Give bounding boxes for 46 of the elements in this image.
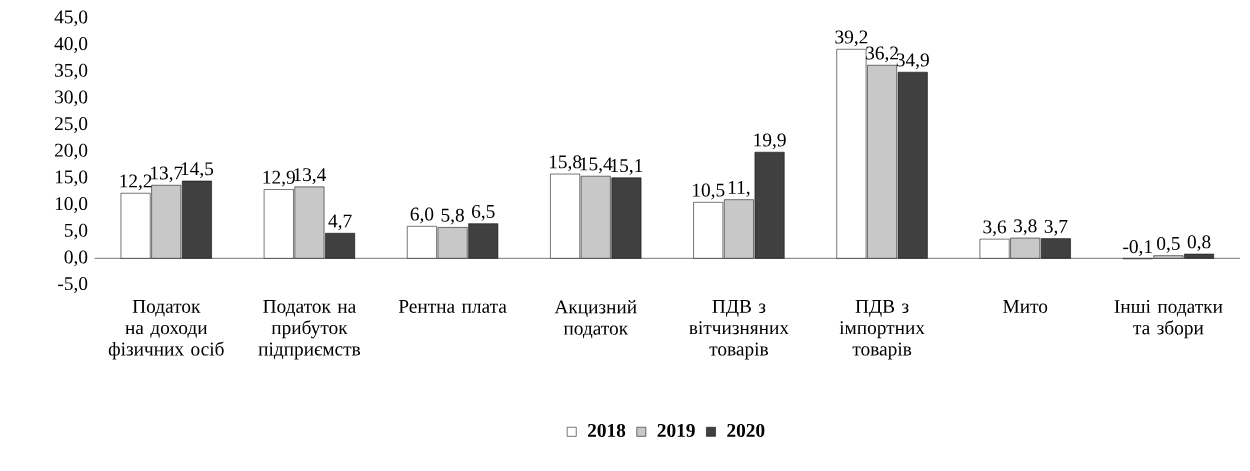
legend-label: 2019 xyxy=(657,423,695,437)
x-tick-label: Інші податки та збори xyxy=(1114,300,1223,339)
data-label: 11, xyxy=(728,180,750,197)
x-tick-label: Рентна плата xyxy=(398,300,507,313)
data-label: 10,5 xyxy=(693,183,725,200)
y-tick-label: 25,0 xyxy=(55,117,88,133)
data-label: 12,2 xyxy=(120,174,152,191)
x-tick-label: Мито xyxy=(1003,300,1048,313)
y-tick-label: 45,0 xyxy=(54,10,88,27)
x-tick-label: ПДВ з імпортних товарів xyxy=(839,300,925,360)
y-tick-label: 35,0 xyxy=(55,63,88,80)
data-label: 3,6 xyxy=(983,220,1007,237)
data-label: 6,5 xyxy=(472,204,495,221)
data-label: 12,9 xyxy=(263,170,295,187)
legend-label: 2020 xyxy=(727,423,765,437)
y-tick-label: 20,0 xyxy=(55,143,88,160)
x-tick-label: Податок на прибуток підприємств xyxy=(258,300,361,360)
x-tick-label: ПДВ з вітчизняних товарів xyxy=(689,300,789,360)
data-label: 14,5 xyxy=(181,162,214,179)
data-label: 13,7 xyxy=(151,166,183,183)
data-label: -0,1 xyxy=(1123,240,1152,256)
y-tick-label: 40,0 xyxy=(54,37,88,53)
data-label: 36,2 xyxy=(866,46,898,63)
y-tick-label: 5,0 xyxy=(64,223,88,240)
data-label: 15,4 xyxy=(580,157,613,174)
y-tick-label: 30,0 xyxy=(55,90,88,107)
legend-label: 2018 xyxy=(588,423,626,437)
data-label: 4,7 xyxy=(328,214,352,231)
x-tick-label: Податок на доходи фізичних осіб xyxy=(108,300,224,360)
data-label: 3,7 xyxy=(1044,219,1068,236)
data-label: 3,8 xyxy=(1014,219,1037,236)
y-tick-label: 15,0 xyxy=(55,170,88,187)
data-label: 15,8 xyxy=(549,155,582,172)
y-tick-label: 10,0 xyxy=(55,197,88,213)
data-label: 34,9 xyxy=(896,53,929,70)
y-tick-label: -5,0 xyxy=(58,277,88,293)
data-label: 39,2 xyxy=(835,30,868,47)
data-label: 15,1 xyxy=(611,159,643,175)
data-label: 0,5 xyxy=(1157,236,1180,253)
data-label: 13,4 xyxy=(294,168,327,184)
data-label: 5,8 xyxy=(441,208,464,225)
data-label: 6,0 xyxy=(410,207,434,224)
data-label: 0,8 xyxy=(1187,235,1211,252)
data-label: 19,9 xyxy=(754,133,786,150)
x-tick-label: Акцизний податок xyxy=(554,300,637,339)
y-tick-label: 0,0 xyxy=(64,250,88,267)
